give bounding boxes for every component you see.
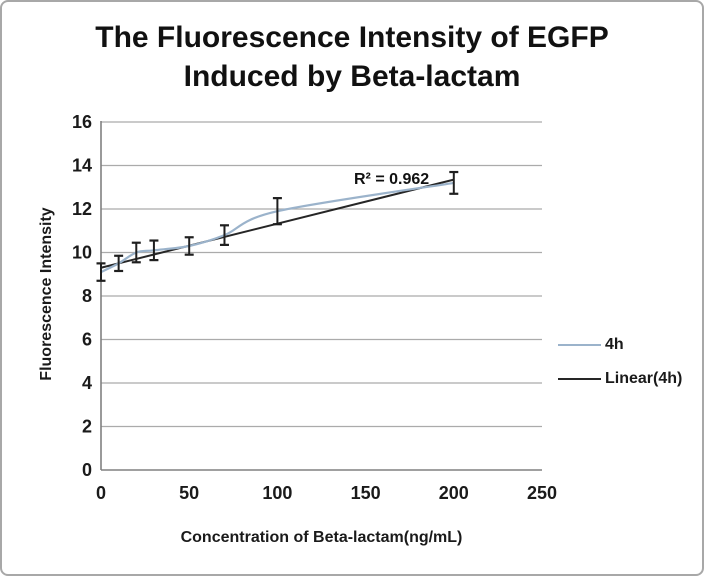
series-line-4h — [100, 181, 454, 274]
svg-text:0: 0 — [82, 460, 92, 480]
svg-text:2: 2 — [82, 417, 92, 437]
legend-item-4h: 4h — [558, 336, 682, 353]
legend-label-linear-4h: Linear(4h) — [605, 369, 683, 387]
svg-text:4: 4 — [82, 373, 92, 393]
axes — [100, 121, 542, 471]
y-tick-labels: 0 2 4 6 8 10 12 14 16 — [72, 112, 92, 480]
svg-text:150: 150 — [351, 483, 381, 503]
svg-text:0: 0 — [96, 483, 106, 503]
legend-line-sample-linear-4h — [558, 377, 601, 380]
svg-text:12: 12 — [72, 199, 92, 219]
gridlines — [101, 121, 542, 428]
svg-text:100: 100 — [262, 483, 292, 503]
error-bars — [96, 170, 459, 282]
legend-label-4h: 4h — [605, 335, 624, 353]
x-tick-labels: 0 50 100 150 200 250 — [96, 483, 557, 503]
chart-title-line-2: Induced by Beta-lactam — [183, 60, 521, 93]
svg-text:6: 6 — [82, 330, 92, 350]
legend-item-linear-4h: Linear(4h) — [558, 370, 682, 387]
legend-line-sample-4h — [558, 343, 601, 346]
svg-text:8: 8 — [82, 286, 92, 306]
chart-title-line-1: The Fluorescence Intensity of EGFP — [95, 21, 609, 54]
y-axis-title: Fluorescence Intensity — [38, 207, 55, 381]
legend: 4h Linear(4h) — [558, 336, 682, 387]
svg-text:250: 250 — [527, 483, 557, 503]
x-axis-title: Concentration of Beta-lactam(ng/mL) — [180, 529, 463, 546]
chart-title: The Fluorescence Intensity of EGFP Induc… — [2, 18, 702, 96]
svg-text:10: 10 — [72, 243, 92, 263]
svg-text:200: 200 — [439, 483, 469, 503]
svg-text:50: 50 — [179, 483, 199, 503]
svg-text:16: 16 — [72, 112, 92, 132]
r-squared-annotation: R² = 0.962 — [354, 171, 430, 188]
svg-text:14: 14 — [72, 156, 92, 176]
